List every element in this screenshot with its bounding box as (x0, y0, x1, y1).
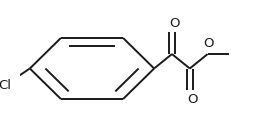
Text: O: O (187, 92, 197, 105)
Text: Cl: Cl (0, 79, 11, 92)
Text: O: O (169, 17, 180, 30)
Text: O: O (204, 37, 214, 50)
